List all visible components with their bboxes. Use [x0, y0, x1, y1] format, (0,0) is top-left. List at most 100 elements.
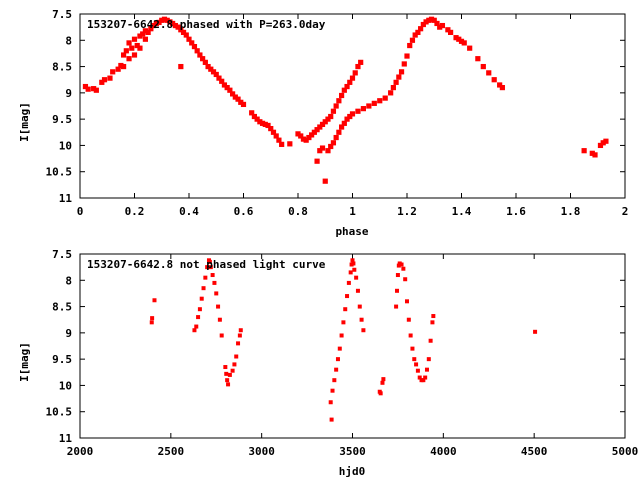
- unphased-data-point: [380, 380, 385, 385]
- phased-plot-frame: [79, 13, 626, 199]
- phased-data-point: [333, 134, 339, 141]
- phased-x-tick-label: 1.2: [397, 205, 417, 218]
- unphased-data-point: [428, 338, 433, 343]
- phased-data-point: [159, 17, 165, 23]
- phased-data-point: [210, 69, 217, 75]
- phased-data-point: [344, 116, 350, 122]
- phased-data-point: [216, 75, 222, 81]
- phased-y-tick-label: 9: [65, 87, 72, 100]
- phased-x-tick-label: 0.4: [179, 205, 199, 218]
- phased-data-point: [404, 53, 410, 59]
- phased-data-point: [597, 142, 604, 149]
- phased-data-point: [167, 19, 173, 25]
- unphased-data-point: [405, 299, 409, 304]
- phased-x-tick-label: 0.6: [234, 205, 254, 218]
- unphased-data-point: [236, 341, 241, 346]
- unphased-data-point: [330, 388, 335, 393]
- phased-data-point: [325, 116, 331, 122]
- unphased-x-axis-label: hjd0: [339, 465, 366, 478]
- phased-data-point: [161, 16, 168, 22]
- phased-data-point: [317, 148, 323, 154]
- phased-data-point: [268, 126, 274, 132]
- phased-data-point: [172, 22, 178, 29]
- unphased-data-point: [234, 354, 239, 359]
- phased-data-point: [85, 86, 91, 92]
- phased-data-point: [295, 131, 301, 137]
- phased-data-point: [603, 138, 609, 144]
- phased-data-point: [336, 98, 342, 104]
- unphased-x-tick-label: 3500: [339, 445, 366, 458]
- unphased-y-tick-label: 9.5: [52, 353, 72, 366]
- phased-data-point: [355, 108, 361, 114]
- phased-data-point: [287, 141, 293, 147]
- unphased-data-point: [348, 270, 353, 275]
- phased-data-point: [134, 42, 140, 49]
- unphased-data-point: [335, 357, 340, 362]
- phased-data-point: [420, 21, 426, 28]
- unphased-data-point: [212, 280, 217, 285]
- phased-data-point: [456, 36, 462, 42]
- phased-data-point: [235, 96, 241, 102]
- phased-panel: 0 0.2 0.4 0.6 0.8 1 1.2 1.4 1.6 1.8 2 7.5 8 8.5 9 9.5 1…: [18, 8, 628, 238]
- unphased-data-point: [346, 280, 351, 285]
- phased-data-point: [431, 17, 437, 23]
- unphased-data-point: [152, 298, 157, 303]
- phased-data-point: [418, 26, 424, 32]
- unphased-y-tick-label: 7.5: [52, 248, 72, 261]
- phased-data-point: [93, 87, 99, 93]
- unphased-data-point: [395, 273, 400, 278]
- phased-data-point: [306, 134, 312, 141]
- phased-data-point: [300, 136, 307, 142]
- unphased-data-point: [351, 261, 356, 266]
- unphased-data-point: [395, 288, 400, 293]
- unphased-data-point: [207, 259, 212, 264]
- unphased-data-point: [396, 263, 401, 268]
- phased-data-point: [126, 40, 132, 46]
- phased-y-tick-label: 11: [59, 192, 73, 205]
- phased-data-point: [355, 63, 361, 70]
- phased-x-ticks: 0 0.2 0.4 0.6 0.8 1 1.2 1.4 1.6 1.8 2: [77, 14, 629, 218]
- phased-data-point: [434, 20, 440, 27]
- phased-data-point: [437, 24, 443, 30]
- phased-data-point: [164, 17, 170, 23]
- unphased-data-point: [406, 317, 411, 322]
- phased-data-point: [148, 26, 154, 32]
- phased-data-point: [314, 127, 320, 133]
- phased-data-point: [91, 86, 97, 92]
- phased-data-point: [254, 116, 260, 122]
- phased-data-point: [121, 52, 127, 58]
- unphased-data-point: [352, 267, 357, 272]
- unphased-data-point: [230, 368, 235, 373]
- phased-data-point: [175, 24, 181, 30]
- phased-data-point: [426, 17, 432, 23]
- unphased-plot-frame: [79, 253, 626, 439]
- phased-data-point: [461, 40, 467, 46]
- phased-data-point: [150, 22, 157, 29]
- phased-data-point: [298, 133, 304, 139]
- phased-data-point: [428, 16, 435, 22]
- phased-data-point: [257, 119, 263, 125]
- unphased-data-point: [214, 291, 219, 296]
- unphased-data-point: [408, 333, 413, 338]
- phased-data-point: [352, 70, 358, 76]
- unphased-data-point: [357, 304, 362, 309]
- phased-data-point: [344, 83, 350, 90]
- phased-data-point: [377, 98, 383, 104]
- phased-data-point: [448, 29, 454, 35]
- phased-data-point: [319, 121, 326, 127]
- unphased-y-tick-label: 8: [65, 274, 72, 287]
- unphased-data-point: [219, 333, 224, 338]
- phased-y-ticks: 7.5 8 8.5 9 9.5 10 10.5 11: [46, 8, 625, 205]
- unphased-data-point: [203, 275, 208, 280]
- phased-x-tick-label: 1.4: [452, 205, 472, 218]
- phased-data-point: [407, 42, 413, 49]
- phased-data-point: [118, 62, 124, 69]
- unphased-data-point: [224, 371, 229, 376]
- phased-data-point: [341, 87, 347, 93]
- phased-x-tick-label: 2: [622, 205, 629, 218]
- unphased-y-tick-label: 9: [65, 327, 72, 340]
- phased-data-point: [115, 66, 121, 72]
- phased-data-point: [131, 52, 138, 58]
- phased-data-point: [137, 33, 143, 39]
